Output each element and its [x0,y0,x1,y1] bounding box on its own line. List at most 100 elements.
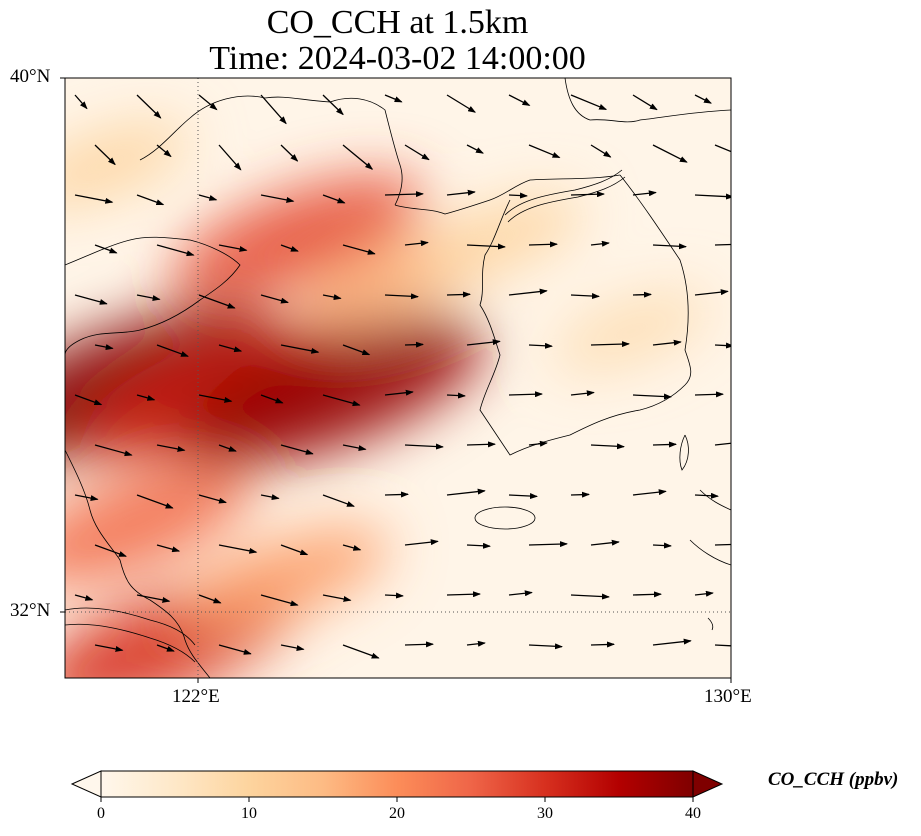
lat-tick-label-40: 40°N [10,66,51,87]
wind-arrow [280,344,320,354]
wind-arrow [632,94,658,111]
wind-arrow [404,443,444,450]
wind-arrow [632,393,672,400]
wind-arrow [342,444,367,451]
island-tsushima [679,434,689,471]
plume-blob [551,291,712,372]
wind-arrow [74,394,103,406]
wind-arrow [156,344,189,357]
colorbar-tick-label: 30 [537,805,553,822]
wind-arrow [198,194,218,201]
wind-arrow [466,441,496,448]
wind-arrow [508,493,538,500]
wind-arrow [136,94,162,119]
wind-arrow [218,244,248,252]
wind-arrow [198,394,233,403]
island-small [707,617,714,631]
wind-arrow [136,594,171,603]
coastline-korea-west [479,199,686,456]
wind-arrow [280,644,305,651]
wind-arrow [632,190,657,197]
wind-arrow [632,291,652,298]
wind-arrow [652,144,688,163]
wind-arrow [322,194,346,204]
wind-arrow [218,144,242,171]
wind-arrow [218,444,237,452]
wind-arrow [384,191,424,198]
border-line-2 [507,176,626,223]
wind-arrow [652,638,692,646]
wind-arrow [714,342,731,349]
wind-arrow [570,390,595,397]
chart-title-line2: Time: 2024-03-02 14:00:00 [209,40,586,77]
wind-arrow [652,243,687,250]
chart-title-line1: CO_CCH at 1.5km [266,4,529,41]
wind-arrow [156,244,195,257]
wind-arrow [322,294,342,301]
wind-arrow [74,194,114,204]
wind-arrow [136,394,156,401]
wind-arrow [260,194,295,203]
colorbar-tick-marks [100,797,694,802]
wind-arrow [322,594,352,602]
coastline-kyushu [689,489,731,566]
wind-arrow [280,144,299,162]
island-jeju [474,506,536,530]
colorbar-extend-max [692,770,724,798]
wind-arrow [280,444,314,455]
wind-arrow [570,491,590,498]
wind-arrow [74,594,94,601]
wind-arrow [570,293,600,300]
wind-arrow [570,593,610,600]
wind-arrow [198,594,222,604]
colorbar-gradient [100,770,694,798]
wind-arrow [384,491,409,498]
wind-arrow [74,94,88,110]
wind-arrow [404,641,434,648]
wind-arrow [694,289,729,296]
wind-arrow [694,193,731,200]
wind-arrow [590,240,610,247]
wind-vectors [74,94,731,659]
yangtze-south [65,623,196,663]
colorbar-tick-label: 40 [685,805,701,822]
wind-arrow [694,391,724,398]
wind-arrow [446,94,476,113]
plume-blob [65,122,190,207]
wind-arrow [694,94,712,104]
wind-arrow [136,494,174,509]
wind-arrow [322,394,361,407]
wind-arrow [404,539,439,546]
wind-arrow [156,144,172,158]
wind-arrow [218,544,258,554]
plume-blob [413,195,583,281]
wind-arrow [198,294,236,309]
wind-arrow [156,544,181,553]
plume-blob [178,315,485,468]
wind-arrow [280,544,309,556]
map-frame [64,77,732,679]
wind-arrow [714,644,731,647]
wind-arrow [136,294,161,301]
colorbar-tick-label: 20 [389,805,405,822]
wind-arrow [404,341,424,348]
wind-arrow [446,392,466,399]
wind-arrow [590,539,620,546]
wind-arrow [652,339,682,346]
wind-arrow [260,494,280,501]
plume-blob [180,526,390,630]
wind-arrow [590,341,630,348]
wind-arrow [652,441,677,448]
wind-arrow [694,590,714,597]
wind-arrow [590,443,625,450]
wind-arrow [508,288,548,296]
wind-arrow [632,489,667,496]
colorbar-extend-min [70,770,102,798]
coastlines [65,78,731,678]
wind-arrow [94,344,114,351]
wind-arrow [260,294,289,304]
wind-arrow [714,241,731,248]
wind-arrow [508,590,533,597]
wind-arrow [590,641,615,648]
